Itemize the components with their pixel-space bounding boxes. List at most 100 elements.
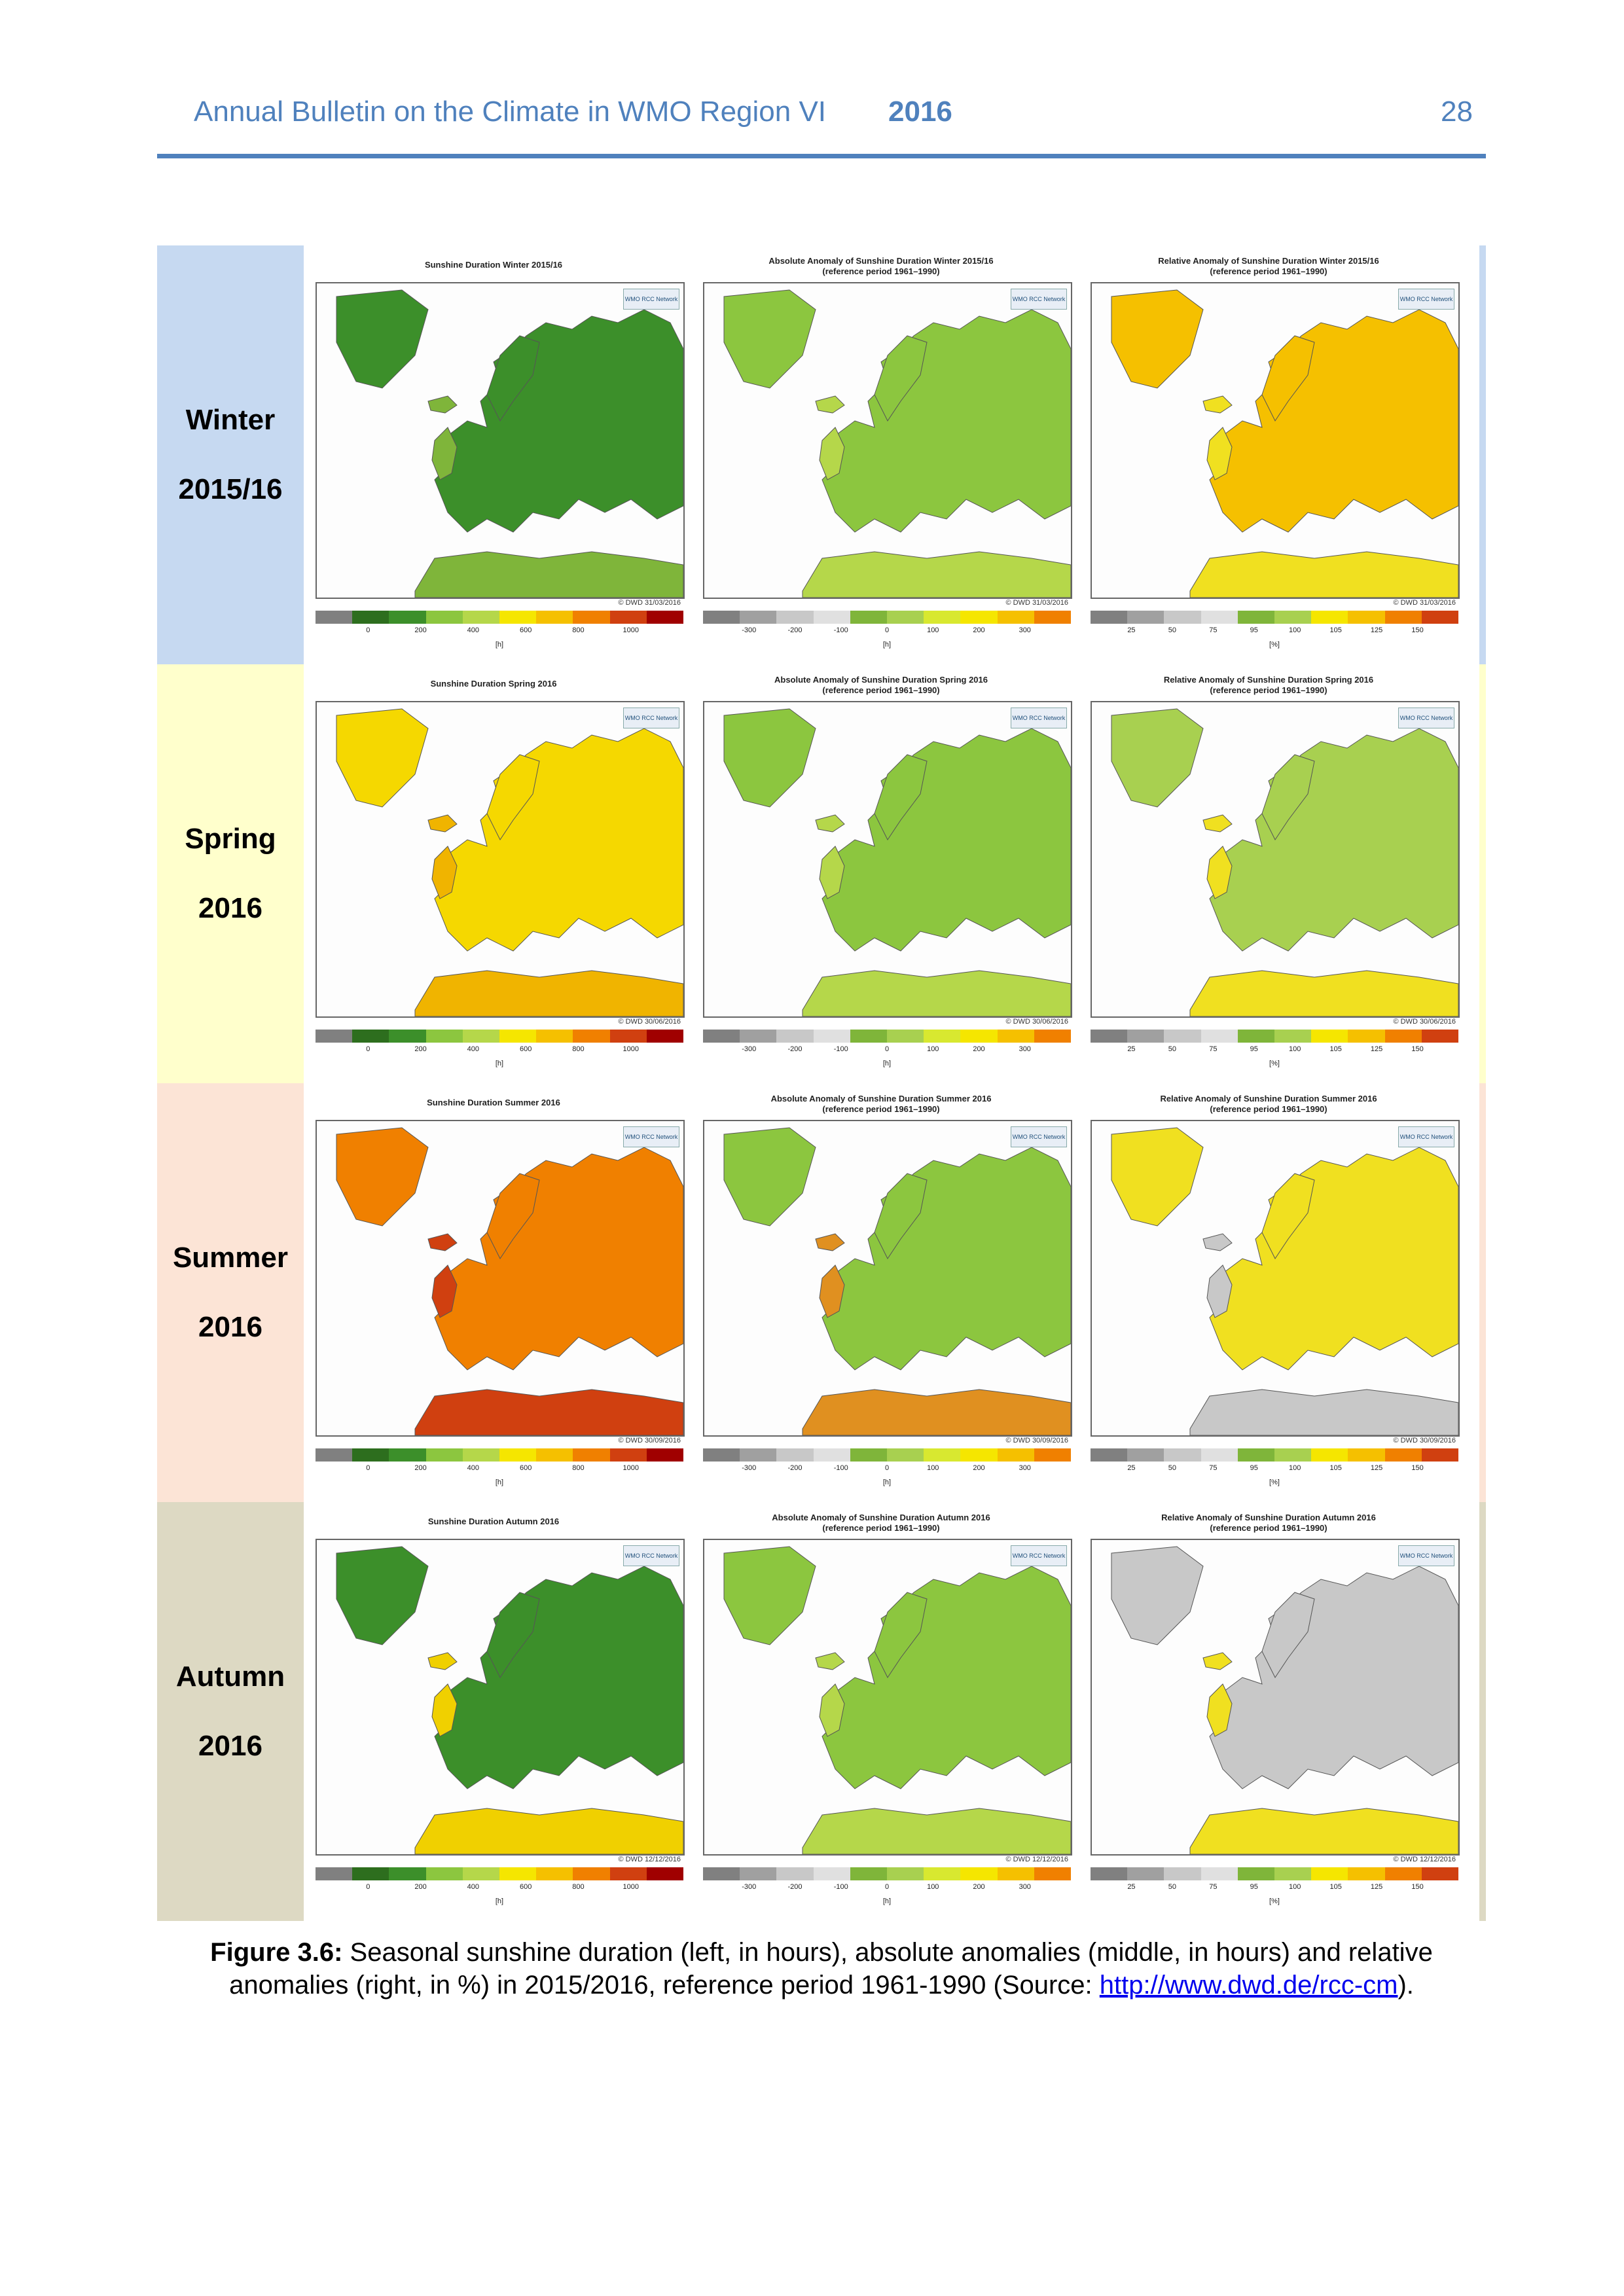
wmo-logo: WMO RCC Network bbox=[623, 289, 679, 310]
colorbar-tick-label: -300 bbox=[742, 1883, 757, 1891]
colorbar-segment bbox=[1200, 1448, 1238, 1462]
colorbar-segment bbox=[1384, 1448, 1422, 1462]
map-greenland bbox=[1111, 1127, 1204, 1227]
colorbar-segment bbox=[536, 1867, 573, 1880]
colorbar-tick-label: 1000 bbox=[623, 1464, 639, 1472]
map-iceland bbox=[1202, 1652, 1233, 1670]
colorbar-unit: [%] bbox=[1269, 1897, 1280, 1905]
colorbar-tick-label: 1000 bbox=[623, 626, 639, 634]
colorbar-tick-label: 300 bbox=[1019, 1883, 1031, 1891]
map-north-africa bbox=[802, 551, 1071, 598]
map-title: Relative Anomaly of Sunshine Duration Sp… bbox=[1163, 675, 1374, 685]
map-scandinavia bbox=[874, 335, 928, 422]
map-north-africa bbox=[1189, 551, 1458, 598]
colorbar-segment bbox=[776, 611, 814, 624]
map-title: Relative Anomaly of Sunshine Duration Au… bbox=[1161, 1513, 1376, 1522]
colorbar-segment bbox=[776, 1448, 814, 1462]
colorbar-segment bbox=[960, 1448, 998, 1462]
wmo-logo: WMO RCC Network bbox=[623, 1126, 679, 1147]
colorbar-segment bbox=[1421, 611, 1459, 624]
colorbar-segment bbox=[924, 1867, 961, 1880]
colorbar bbox=[1091, 611, 1459, 624]
colorbar-segment bbox=[1164, 1867, 1201, 1880]
colorbar-tick-label: 105 bbox=[1329, 1464, 1342, 1472]
colorbar-segment bbox=[536, 1448, 573, 1462]
colorbar-tick-label: -100 bbox=[833, 626, 848, 634]
map-stamp: © DWD 12/12/2016 bbox=[1005, 1856, 1068, 1863]
map-europe bbox=[1209, 1566, 1458, 1789]
colorbar-ticks: 0 200 400 600 800 1000 bbox=[316, 1464, 683, 1476]
map-panel: Absolute Anomaly of Sunshine Duration Au… bbox=[691, 1502, 1072, 1921]
colorbar-segment bbox=[573, 1030, 610, 1043]
map-scandinavia bbox=[486, 335, 540, 422]
colorbar-tick-label: 150 bbox=[1411, 1045, 1424, 1053]
colorbar-segment bbox=[1348, 1448, 1385, 1462]
colorbar-unit: [h] bbox=[495, 1897, 504, 1905]
colorbar-tick-label: 75 bbox=[1209, 1045, 1218, 1053]
map-europe bbox=[434, 309, 683, 533]
colorbar-segment bbox=[609, 1030, 647, 1043]
colorbar-tick-label: 25 bbox=[1127, 626, 1136, 634]
colorbar-segment bbox=[1200, 1867, 1238, 1880]
map-iceland bbox=[815, 1233, 845, 1251]
colorbar-segment bbox=[646, 1867, 684, 1880]
map-panel: Sunshine Duration Winter 2015/16 WMO RCC … bbox=[304, 245, 685, 664]
colorbar-tick-label: 800 bbox=[572, 1883, 585, 1891]
colorbar-segment bbox=[499, 1030, 537, 1043]
map-british-isles bbox=[431, 427, 458, 480]
colorbar-unit: [%] bbox=[1269, 641, 1280, 649]
map-north-africa bbox=[1189, 1808, 1458, 1854]
season-edge-strip bbox=[1479, 664, 1486, 1083]
map-panel: Relative Anomaly of Sunshine Duration Su… bbox=[1079, 1083, 1460, 1502]
map-scandinavia bbox=[874, 1592, 928, 1678]
colorbar-segment bbox=[389, 1867, 426, 1880]
colorbar-tick-label: 50 bbox=[1168, 1045, 1176, 1053]
colorbar-segment bbox=[499, 1448, 537, 1462]
colorbar-segment bbox=[462, 1030, 500, 1043]
wmo-logo: WMO RCC Network bbox=[1398, 708, 1454, 728]
colorbar-segment bbox=[499, 1867, 537, 1880]
colorbar-tick-label: 200 bbox=[414, 626, 427, 634]
colorbar-segment bbox=[850, 611, 888, 624]
map-north-africa bbox=[414, 1808, 683, 1854]
map-scandinavia bbox=[1261, 1592, 1315, 1678]
colorbar-segment bbox=[813, 1448, 850, 1462]
colorbar-tick-label: -200 bbox=[787, 1045, 803, 1053]
colorbar-unit: [h] bbox=[882, 1479, 892, 1486]
colorbar bbox=[703, 1448, 1072, 1462]
map-scandinavia bbox=[1261, 754, 1315, 840]
map-title: Sunshine Duration Spring 2016 bbox=[430, 679, 557, 689]
colorbar-tick-label: 200 bbox=[973, 1883, 985, 1891]
colorbar-ticks: 0 200 400 600 800 1000 bbox=[316, 1883, 683, 1895]
colorbar-tick-label: 105 bbox=[1329, 1883, 1342, 1891]
map-panel: Relative Anomaly of Sunshine Duration Sp… bbox=[1079, 664, 1460, 1083]
season-label: Winter 2015/16 bbox=[157, 245, 304, 664]
colorbar-segment bbox=[1237, 611, 1275, 624]
colorbar-tick-label: 100 bbox=[1289, 1883, 1301, 1891]
map-title: Absolute Anomaly of Sunshine Duration Au… bbox=[772, 1513, 990, 1522]
colorbar-tick-label: 100 bbox=[927, 1464, 939, 1472]
map-europe bbox=[1209, 728, 1458, 952]
season-row: Winter 2015/16 Sunshine Duration Winter 20… bbox=[157, 245, 1486, 664]
map-iceland bbox=[427, 1233, 458, 1251]
colorbar-segment bbox=[887, 1030, 924, 1043]
map-subtitle: (reference period 1961–1990) bbox=[1210, 266, 1327, 276]
source-link[interactable]: http://www.dwd.de/rcc-cm bbox=[1099, 1971, 1398, 2000]
page-header: Annual Bulletin on the Climate in WMO Re… bbox=[157, 90, 1486, 136]
map-panel: Sunshine Duration Autumn 2016 WMO RCC Net… bbox=[304, 1502, 685, 1921]
colorbar-ticks: -300 -200 -100 0 100 200 300 bbox=[703, 1464, 1071, 1476]
colorbar-segment bbox=[536, 1030, 573, 1043]
colorbar-segment bbox=[1200, 1030, 1238, 1043]
map-stamp: © DWD 30/06/2016 bbox=[618, 1018, 681, 1026]
colorbar-segment bbox=[1164, 1448, 1201, 1462]
colorbar-tick-label: 125 bbox=[1370, 626, 1383, 634]
map-greenland bbox=[723, 289, 816, 389]
map-greenland bbox=[336, 1127, 429, 1227]
map-title: Relative Anomaly of Sunshine Duration Su… bbox=[1160, 1094, 1377, 1103]
map-greenland bbox=[1111, 1546, 1204, 1645]
map-north-africa bbox=[414, 1389, 683, 1435]
colorbar-segment bbox=[850, 1030, 888, 1043]
colorbar-segment bbox=[573, 1448, 610, 1462]
map-british-isles bbox=[819, 1265, 845, 1318]
colorbar-segment bbox=[1091, 611, 1128, 624]
